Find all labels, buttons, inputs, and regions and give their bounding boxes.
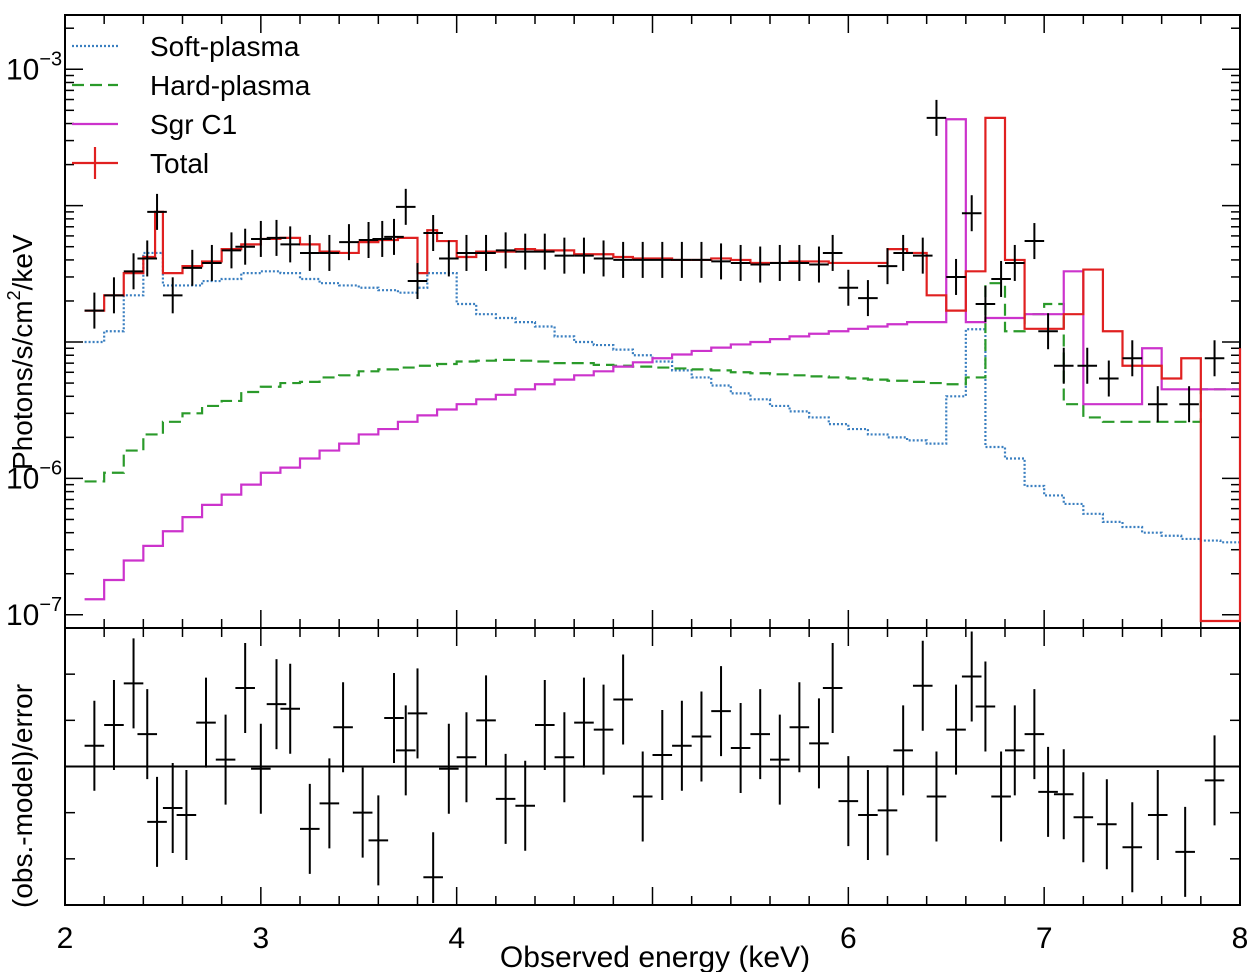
series-line-3 xyxy=(84,118,1240,601)
y-axis-label-main: Photons/s/cm xyxy=(7,300,38,470)
y-tick-label: 10−7 xyxy=(6,594,62,632)
y-tick-exponent: −7 xyxy=(39,594,62,616)
legend-label-3: Sgr C1 xyxy=(150,109,237,140)
y-tick-exponent: −3 xyxy=(39,48,62,70)
x-tick-label: 8 xyxy=(1232,922,1249,955)
y-tick-exponent: −6 xyxy=(39,457,62,479)
x-tick-label: 4 xyxy=(448,922,465,955)
legend-label-4: Total xyxy=(150,148,209,179)
x-axis-label: Observed energy (keV) xyxy=(500,941,810,972)
y-tick-base: 10 xyxy=(6,462,39,495)
y-tick-label: 10−3 xyxy=(6,48,62,86)
series-line-4 xyxy=(84,116,1242,623)
series-line-2 xyxy=(84,282,1240,483)
series-line-1 xyxy=(84,251,1240,544)
x-tick-label: 3 xyxy=(252,922,269,955)
residual-panel xyxy=(64,627,1241,906)
legend: Soft-plasma Hard-plasma Sgr C1 Total xyxy=(72,31,311,179)
x-tick-label: 7 xyxy=(1036,922,1053,955)
legend-label-2: Hard-plasma xyxy=(150,70,311,101)
x-tick-label: 6 xyxy=(840,922,857,955)
y-axis-label: Photons/s/cm2/keV xyxy=(4,234,38,470)
y-tick-base: 10 xyxy=(6,599,39,632)
residual-axis-label: (obs.-model)/error xyxy=(7,684,38,908)
x-tick-label: 2 xyxy=(57,922,74,955)
legend-label-1: Soft-plasma xyxy=(150,31,300,62)
spectrum-panel xyxy=(64,14,1242,629)
y-axis-label-tail: /keV xyxy=(7,234,38,290)
y-axis-label-sup: 2 xyxy=(4,290,24,300)
y-tick-label: 10−6 xyxy=(6,457,62,495)
y-tick-base: 10 xyxy=(6,53,39,86)
